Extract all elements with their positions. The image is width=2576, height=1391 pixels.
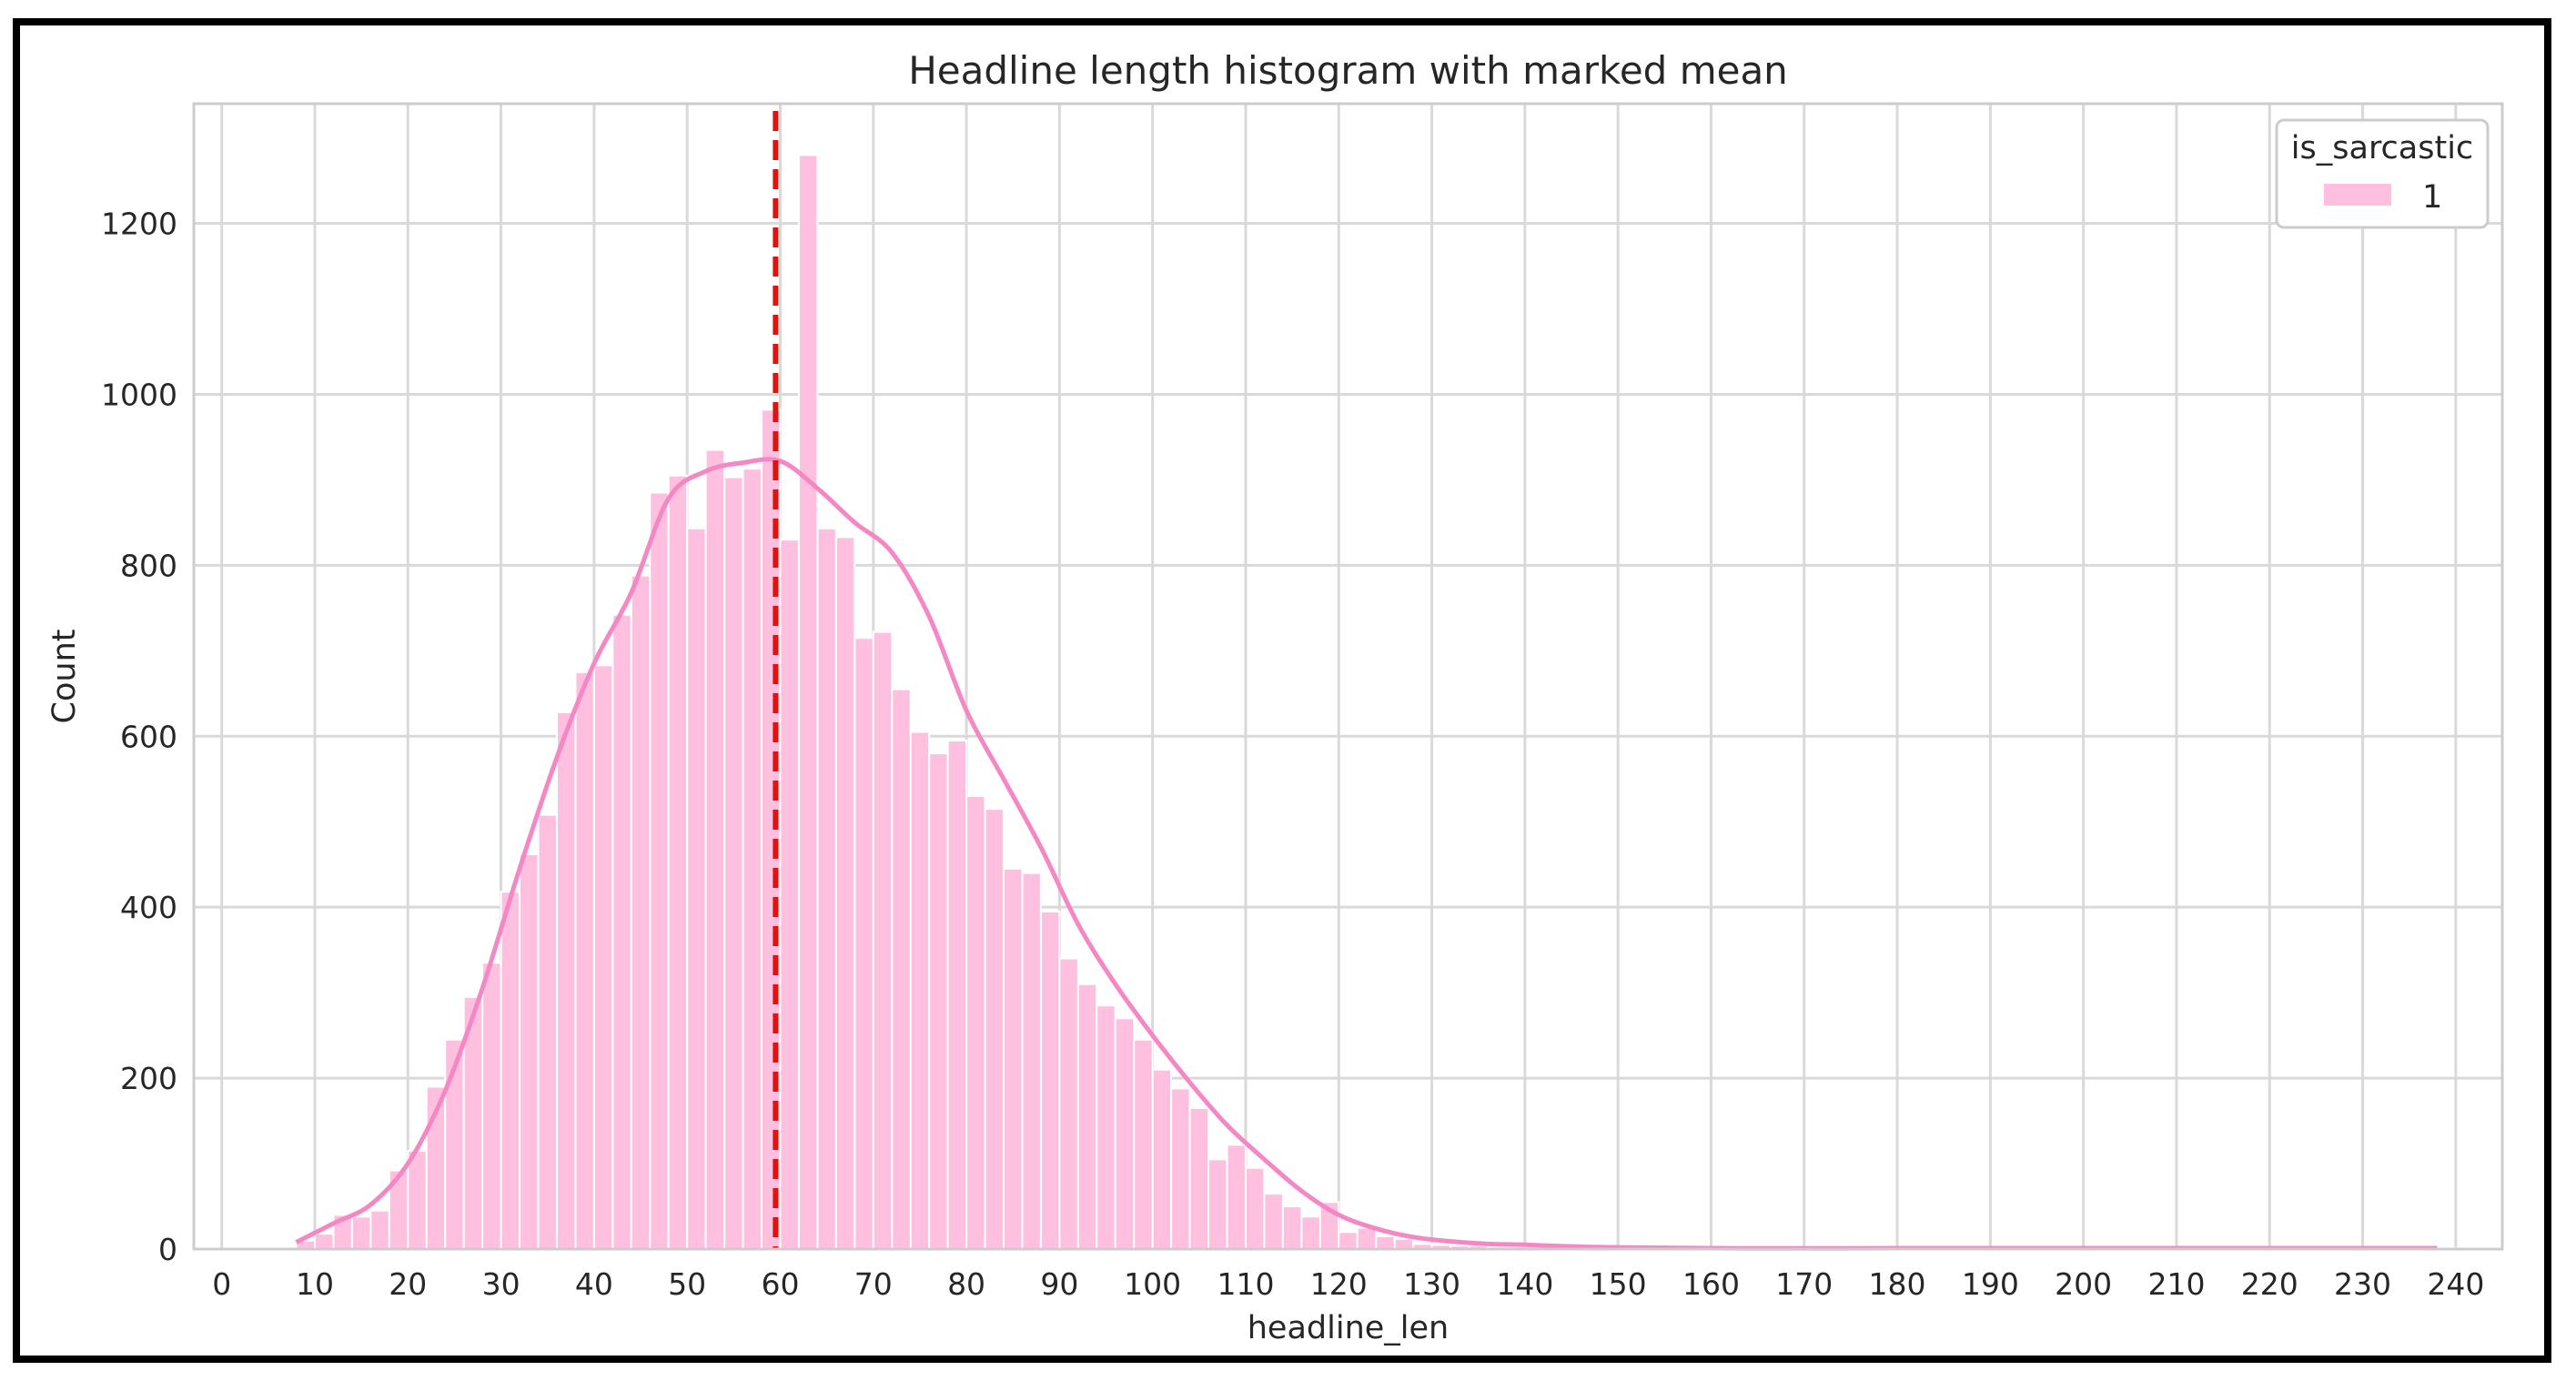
histogram-bar	[723, 476, 744, 1250]
x-tick-label: 240	[2427, 1266, 2484, 1302]
histogram-bar	[350, 1215, 372, 1250]
x-tick-label: 230	[2334, 1266, 2391, 1302]
histogram-bar	[481, 962, 502, 1250]
histogram-bar	[1021, 872, 1042, 1250]
histogram-bar	[519, 852, 540, 1250]
histogram-bar	[1244, 1166, 1266, 1251]
histogram-bar	[797, 154, 819, 1250]
histogram-bar	[1002, 867, 1024, 1250]
histogram-bar	[686, 527, 707, 1250]
histogram-bar	[1393, 1237, 1415, 1250]
x-tick-label: 160	[1682, 1266, 1740, 1302]
x-tick-label: 150	[1590, 1266, 1647, 1302]
legend-swatch	[2324, 184, 2391, 206]
histogram-bar	[1170, 1087, 1191, 1250]
histogram-bar	[872, 630, 894, 1250]
x-tick-label: 40	[575, 1266, 613, 1302]
y-axis-label: Count	[46, 630, 83, 724]
histogram-bar	[704, 449, 726, 1250]
histogram-bar	[313, 1233, 335, 1250]
kde-layer	[295, 457, 2438, 1251]
axes: 0 10 20 30 40 50 60 70 80 90 100 110 120 130 140 150 160…	[101, 102, 2504, 1302]
legend-title: is_sarcastic	[2291, 130, 2473, 166]
y-tick-label: 400	[120, 890, 177, 925]
x-tick-label: 50	[668, 1266, 706, 1302]
histogram-bar	[1338, 1231, 1359, 1251]
x-tick-label: 60	[761, 1266, 799, 1302]
plot-area-border	[192, 102, 2504, 1251]
histogram-bar	[369, 1209, 390, 1250]
x-tick-label: 90	[1040, 1266, 1078, 1302]
x-tick-label: 130	[1403, 1266, 1460, 1302]
histogram-bar	[1300, 1215, 1321, 1250]
histogram-bar	[1207, 1158, 1228, 1251]
y-tick-label: 1000	[101, 377, 177, 412]
histogram-bar	[537, 813, 558, 1250]
x-tick-label: 180	[1869, 1266, 1926, 1302]
histogram-bar	[891, 688, 912, 1250]
x-axis-label: headline_len	[1248, 1310, 1449, 1346]
histogram-bar	[854, 637, 874, 1250]
histogram-bar	[1039, 910, 1061, 1251]
x-tick-label: 70	[854, 1266, 893, 1302]
x-tick-label: 210	[2147, 1266, 2205, 1302]
histogram-bar	[965, 795, 986, 1250]
histogram-bar	[649, 491, 670, 1250]
histogram-bar	[1151, 1068, 1173, 1250]
histogram-bar	[407, 1149, 428, 1251]
histogram-bar	[834, 536, 856, 1250]
y-tick-label: 800	[120, 548, 177, 583]
y-tick-label: 1200	[101, 207, 177, 242]
histogram-bar	[1188, 1106, 1210, 1250]
histogram-bar	[742, 468, 763, 1251]
histogram-bar	[1375, 1235, 1396, 1251]
y-tick-label: 600	[120, 719, 177, 754]
histogram-bar	[1133, 1038, 1154, 1250]
histogram-bar	[555, 711, 577, 1250]
histogram-bar	[500, 891, 521, 1250]
x-tick-label: 140	[1496, 1266, 1553, 1302]
x-tick-label: 110	[1217, 1266, 1274, 1302]
x-tick-label: 100	[1124, 1266, 1181, 1302]
y-tick-label: 0	[158, 1232, 177, 1267]
grid	[194, 104, 2502, 1251]
histogram-bar	[1076, 983, 1098, 1250]
x-tick-label: 190	[1962, 1266, 2019, 1302]
histogram-bar	[1058, 957, 1079, 1250]
x-tick-label: 170	[1775, 1266, 1833, 1302]
histogram-bar	[1356, 1226, 1378, 1251]
histogram-bar	[1281, 1205, 1303, 1250]
chart-frame: 0 10 20 30 40 50 60 70 80 90 100 110 120 130 140 150 160…	[13, 18, 2551, 1363]
histogram-bar	[816, 527, 837, 1250]
histogram-bar	[1226, 1144, 1247, 1251]
kde-curve	[295, 457, 2438, 1251]
x-tick-label: 120	[1310, 1266, 1368, 1302]
histogram-bar	[667, 474, 689, 1251]
x-tick-label: 80	[947, 1266, 985, 1302]
histogram-chart: 0 10 20 30 40 50 60 70 80 90 100 110 120 130 140 150 160…	[46, 48, 2504, 1346]
histogram-bar	[928, 752, 949, 1250]
x-tick-label: 10	[296, 1266, 334, 1302]
x-tick-label: 200	[2055, 1266, 2112, 1302]
y-tick-label: 200	[120, 1061, 177, 1096]
histogram-bars	[295, 154, 2457, 1251]
x-tick-label: 0	[212, 1266, 231, 1302]
legend-entry-label: 1	[2422, 179, 2442, 216]
histogram-bar	[574, 670, 595, 1250]
histogram-bar	[909, 731, 931, 1250]
histogram-bar	[630, 574, 652, 1250]
histogram-bar	[946, 739, 968, 1250]
histogram-bar	[1114, 1017, 1136, 1251]
histogram-bar	[592, 664, 614, 1250]
histogram-bar	[984, 808, 1005, 1251]
histogram-bar	[779, 539, 800, 1250]
x-tick-label: 30	[482, 1266, 520, 1302]
histogram-bar	[1096, 1004, 1116, 1251]
x-tick-label: 220	[2241, 1266, 2298, 1302]
x-tick-label: 20	[389, 1266, 427, 1302]
histogram-bar	[1263, 1192, 1284, 1250]
histogram-bar	[611, 613, 632, 1250]
chart-title: Headline length histogram with marked me…	[908, 48, 1788, 93]
legend: is_sarcastic 1	[2275, 118, 2490, 229]
